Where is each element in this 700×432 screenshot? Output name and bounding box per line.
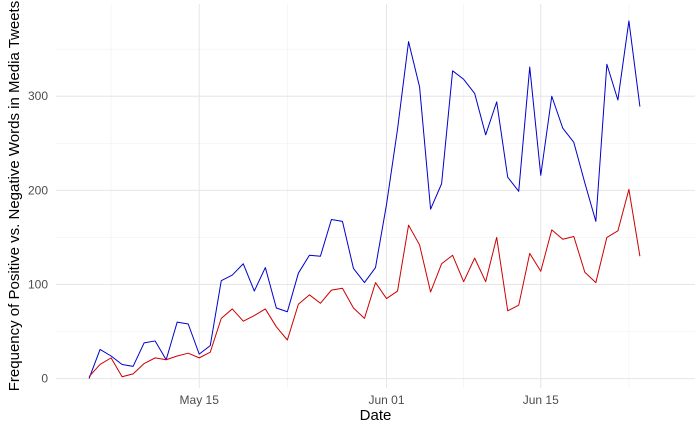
x-tick-label: May 15 (180, 393, 220, 407)
minor-gridlines (56, 4, 695, 388)
x-tick-label: Jun 15 (523, 393, 559, 407)
y-axis-title: Frequency of Positive vs. Negative Words… (6, 1, 23, 391)
y-tick-label: 100 (28, 277, 48, 291)
major-gridlines (56, 4, 695, 388)
y-axis-tick-labels: 0 100 200 300 (28, 89, 48, 385)
series-line-1 (89, 21, 640, 379)
x-axis-tick-labels: May 15 Jun 01 Jun 15 (180, 393, 560, 407)
x-axis-title: Date (360, 407, 392, 424)
series-lines (89, 21, 640, 379)
y-tick-label: 300 (28, 89, 48, 103)
y-tick-label: 200 (28, 183, 48, 197)
y-tick-label: 0 (41, 372, 48, 386)
x-tick-label: Jun 01 (369, 393, 405, 407)
